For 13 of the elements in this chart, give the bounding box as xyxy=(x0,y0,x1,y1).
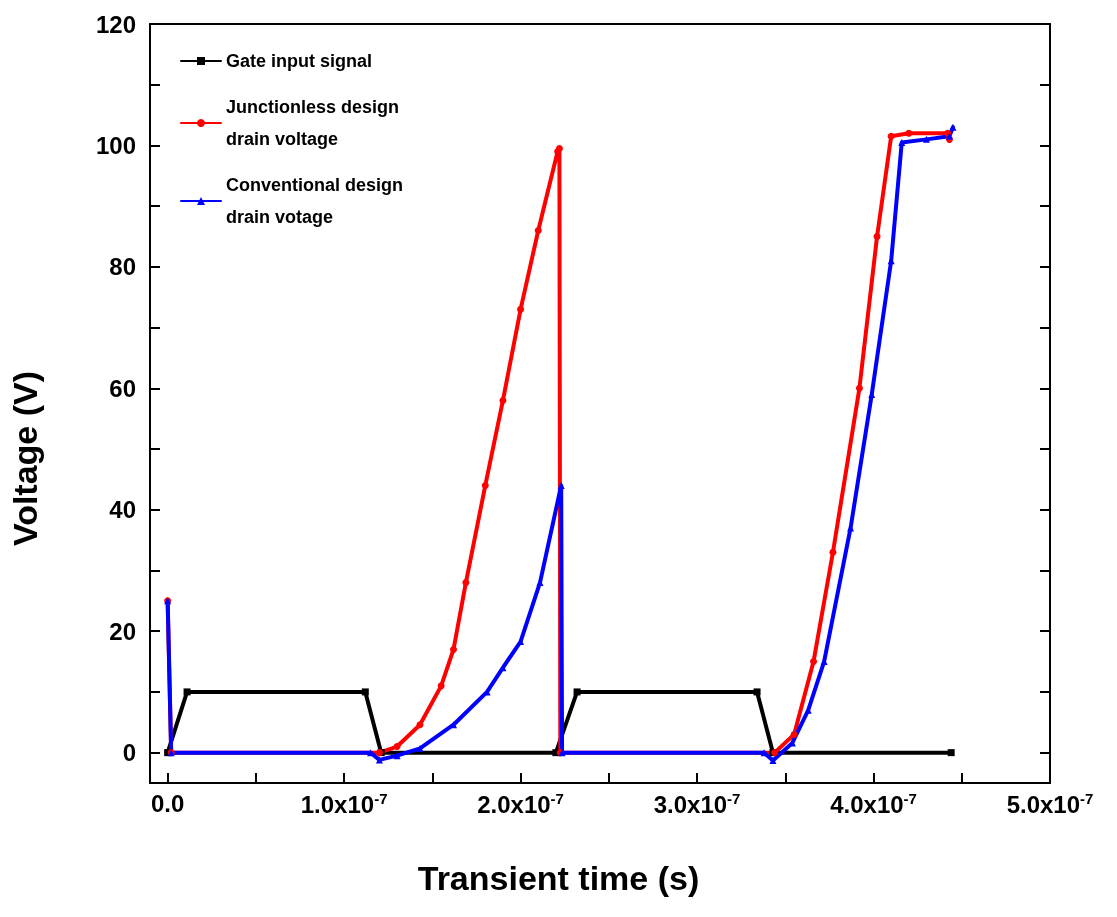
legend-label: Gate input signal xyxy=(226,51,373,71)
y-tick-label: 80 xyxy=(109,253,136,281)
y-tick-label: 40 xyxy=(109,496,136,524)
y-axis-title: Voltage (V) xyxy=(6,370,44,547)
y-tick-label: 20 xyxy=(109,617,136,645)
x-tick-label: 0.0 xyxy=(150,789,185,817)
y-tick-label: 0 xyxy=(122,739,136,767)
y-tick-label: 60 xyxy=(109,374,136,402)
legend-label: Junctionless design drain voltage xyxy=(226,97,400,149)
y-tick-label: 120 xyxy=(95,10,136,38)
y-tick-label: 100 xyxy=(95,131,136,159)
legend-label: Conventional design drain votage xyxy=(226,175,404,227)
x-axis-title: Transient time (s) xyxy=(417,859,700,897)
